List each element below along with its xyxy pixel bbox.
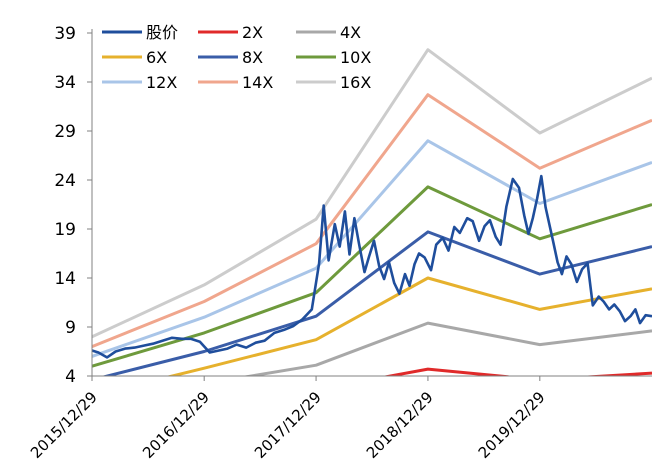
band-line-12x	[92, 139, 652, 358]
band-line-14x	[92, 93, 652, 348]
legend-entry-6x: 6X	[102, 48, 167, 67]
x-tick-label: 2015/12/29	[27, 388, 101, 462]
price-line-group	[92, 174, 652, 359]
legend-label: 8X	[242, 48, 263, 67]
x-tick-label: 2016/12/29	[139, 388, 213, 462]
y-tick-label: 14	[54, 269, 76, 289]
y-tick-label: 9	[65, 318, 76, 338]
y-tick-label: 19	[54, 220, 76, 240]
legend-entry-10x: 10X	[296, 48, 371, 67]
legend-entry-2x: 2X	[198, 23, 263, 42]
band-line-6x	[165, 276, 652, 376]
legend: 股价 2X 4X 6X 8X 10X 12X 14X 16X	[102, 23, 371, 92]
legend-entry-16x: 16X	[296, 73, 371, 92]
legend-label: 股价	[146, 23, 178, 42]
price-line	[92, 174, 652, 359]
y-tick-label: 39	[54, 24, 76, 44]
y-tick-label: 34	[54, 73, 76, 93]
legend-entry-12x: 12X	[102, 73, 177, 92]
y-tick-label: 4	[65, 367, 76, 387]
legend-label: 4X	[340, 23, 361, 42]
x-tick-label: 2018/12/29	[363, 388, 437, 462]
legend-label: 2X	[242, 23, 263, 42]
band-lines	[92, 48, 652, 376]
band-line-16x	[92, 48, 652, 339]
legend-label: 14X	[242, 73, 273, 92]
legend-entry-4x: 4X	[296, 23, 361, 42]
legend-entry-8x: 8X	[198, 48, 263, 67]
x-tick-label: 2019/12/29	[475, 388, 549, 462]
y-tick-label: 24	[54, 171, 76, 191]
legend-label: 16X	[340, 73, 371, 92]
y-tick-label: 29	[54, 122, 76, 142]
legend-label: 10X	[340, 48, 371, 67]
x-tick-label: 2017/12/29	[251, 388, 325, 462]
legend-label: 12X	[146, 73, 177, 92]
band-line-8x	[101, 230, 652, 376]
band-line-4x	[241, 321, 652, 376]
legend-entry-14x: 14X	[198, 73, 273, 92]
legend-label: 6X	[146, 48, 167, 67]
legend-entry-股价: 股价	[102, 23, 178, 42]
